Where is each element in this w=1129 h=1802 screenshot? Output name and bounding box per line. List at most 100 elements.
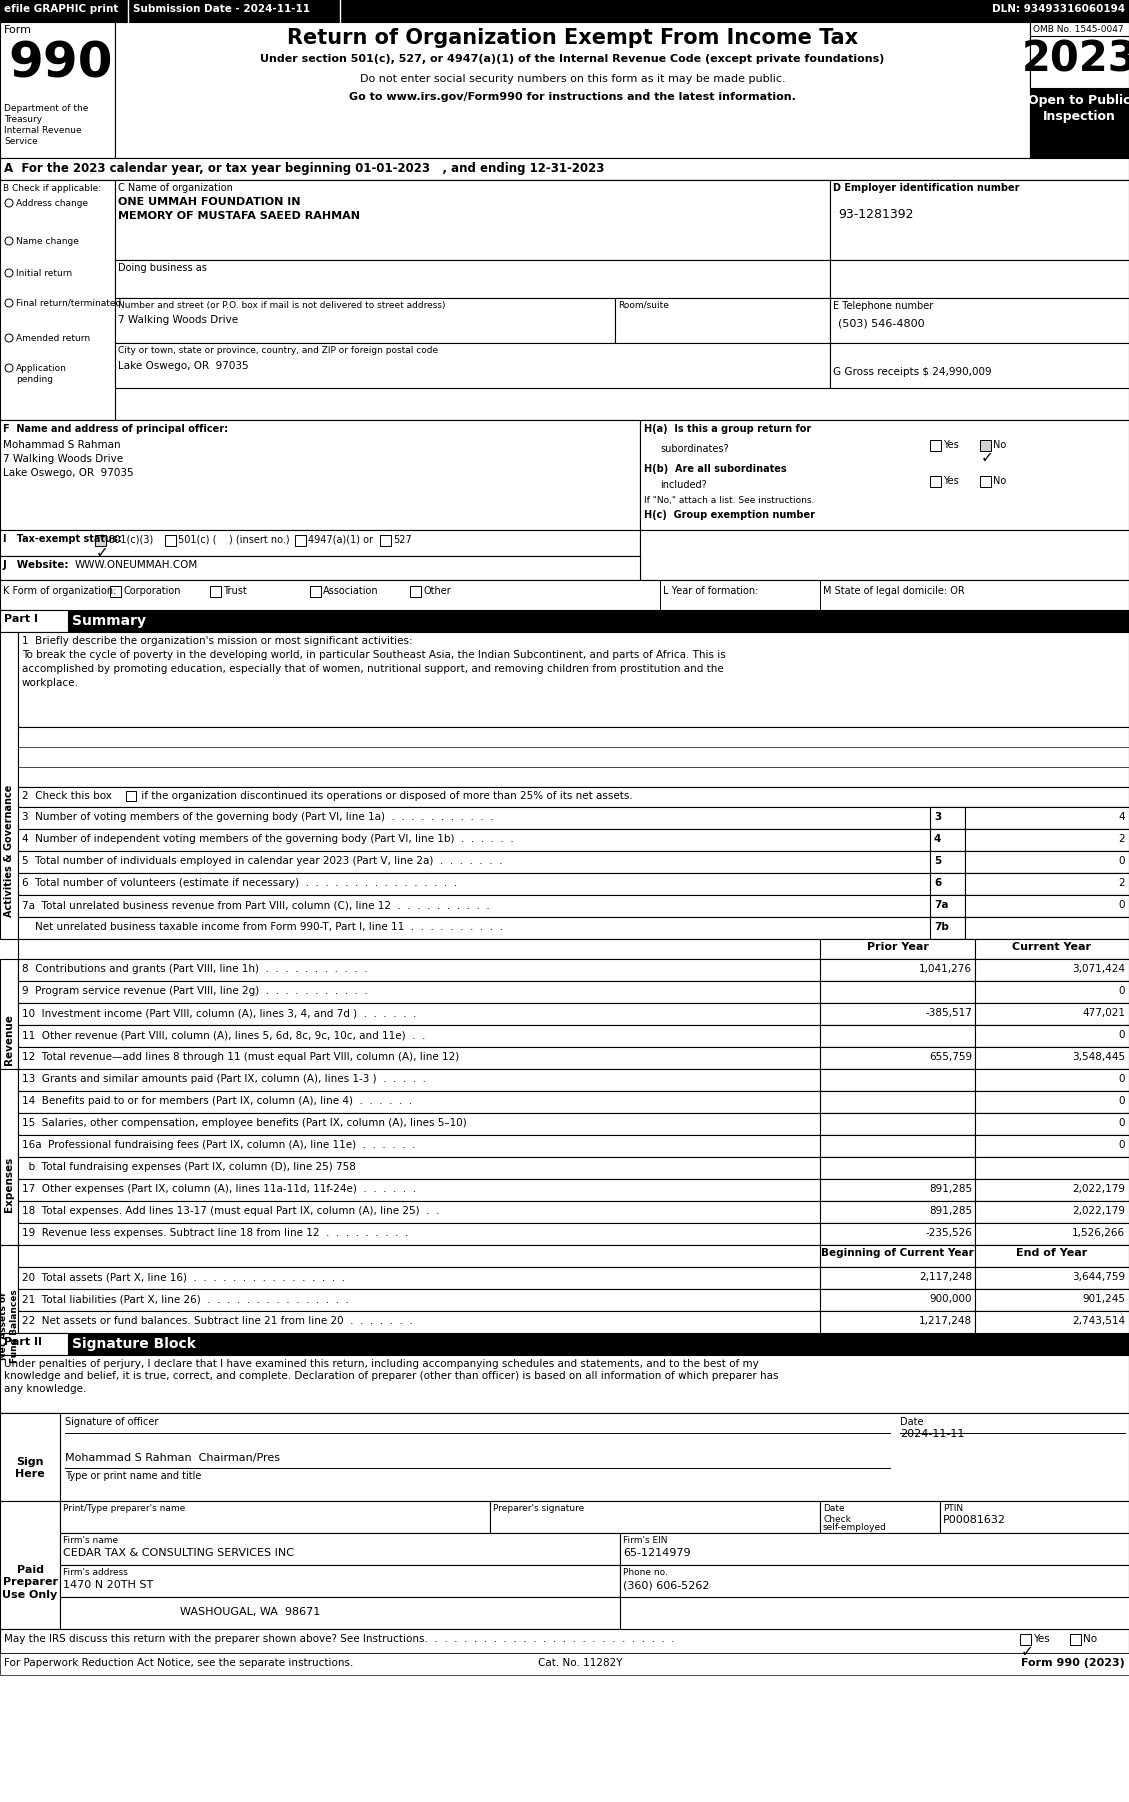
Text: 1,217,248: 1,217,248 bbox=[919, 1315, 972, 1326]
Bar bbox=[1019, 1634, 1031, 1645]
Text: included?: included? bbox=[660, 479, 707, 490]
Bar bbox=[965, 872, 1129, 896]
Text: Part II: Part II bbox=[5, 1337, 42, 1348]
Bar bbox=[0, 1069, 18, 1245]
Text: End of Year: End of Year bbox=[1016, 1249, 1087, 1258]
Text: Room/suite: Room/suite bbox=[618, 301, 668, 310]
Bar bbox=[820, 1025, 975, 1047]
Text: 2  Check this box: 2 Check this box bbox=[21, 791, 112, 802]
Bar bbox=[930, 851, 965, 872]
Text: 0: 0 bbox=[1119, 1141, 1124, 1150]
Text: 2,743,514: 2,743,514 bbox=[1071, 1315, 1124, 1326]
Bar bbox=[820, 1312, 975, 1333]
Bar bbox=[165, 535, 176, 546]
Bar bbox=[18, 726, 1129, 787]
Bar bbox=[18, 807, 1129, 829]
Text: Lake Oswego, OR  97035: Lake Oswego, OR 97035 bbox=[119, 360, 248, 371]
Bar bbox=[210, 586, 221, 596]
Text: Go to www.irs.gov/Form990 for instructions and the latest information.: Go to www.irs.gov/Form990 for instructio… bbox=[349, 92, 796, 103]
Text: 16a  Professional fundraising fees (Part IX, column (A), line 11e)  .  .  .  .  : 16a Professional fundraising fees (Part … bbox=[21, 1141, 415, 1150]
Text: Open to Public
Inspection: Open to Public Inspection bbox=[1029, 94, 1129, 123]
Bar bbox=[18, 1245, 1129, 1267]
Text: 5  Total number of individuals employed in calendar year 2023 (Part V, line 2a) : 5 Total number of individuals employed i… bbox=[21, 856, 502, 867]
Text: 2: 2 bbox=[1119, 834, 1124, 843]
Bar bbox=[975, 1288, 1129, 1312]
Text: B Check if applicable:: B Check if applicable: bbox=[3, 184, 102, 193]
Text: Department of the: Department of the bbox=[5, 105, 88, 114]
Text: subordinates?: subordinates? bbox=[660, 443, 728, 454]
Bar bbox=[830, 259, 1129, 297]
Bar bbox=[820, 1245, 975, 1267]
Bar bbox=[310, 586, 321, 596]
Bar bbox=[820, 1135, 975, 1157]
Text: Sign
Here: Sign Here bbox=[15, 1458, 45, 1479]
Bar bbox=[965, 807, 1129, 829]
Text: Firm's name: Firm's name bbox=[63, 1535, 119, 1544]
Bar bbox=[0, 0, 1129, 22]
Text: Form: Form bbox=[5, 25, 32, 34]
Text: D Employer identification number: D Employer identification number bbox=[833, 184, 1019, 193]
Bar bbox=[0, 180, 1129, 420]
Text: Name change: Name change bbox=[16, 238, 79, 247]
Bar bbox=[975, 1114, 1129, 1135]
Bar bbox=[615, 297, 830, 342]
Bar bbox=[820, 1069, 975, 1090]
Text: 11  Other revenue (Part VIII, column (A), lines 5, 6d, 8c, 9c, 10c, and 11e)  . : 11 Other revenue (Part VIII, column (A),… bbox=[21, 1031, 426, 1040]
Text: 0: 0 bbox=[1119, 899, 1124, 910]
Bar bbox=[18, 1224, 1129, 1245]
Text: Revenue: Revenue bbox=[5, 1015, 14, 1065]
Bar bbox=[830, 297, 1129, 342]
Text: Association: Association bbox=[323, 586, 378, 596]
Text: 1470 N 20TH ST: 1470 N 20TH ST bbox=[63, 1580, 154, 1589]
Text: 3,644,759: 3,644,759 bbox=[1071, 1272, 1124, 1281]
Bar bbox=[975, 1004, 1129, 1025]
Bar bbox=[18, 872, 1129, 896]
Text: Other: Other bbox=[423, 586, 450, 596]
Bar bbox=[60, 1564, 620, 1597]
Text: 21  Total liabilities (Part X, line 26)  .  .  .  .  .  .  .  .  .  .  .  .  .  : 21 Total liabilities (Part X, line 26) .… bbox=[21, 1294, 349, 1305]
Text: WWW.ONEUMMAH.COM: WWW.ONEUMMAH.COM bbox=[75, 560, 199, 569]
Text: ✓: ✓ bbox=[1021, 1643, 1034, 1660]
Bar bbox=[295, 535, 306, 546]
Bar bbox=[1070, 1634, 1080, 1645]
Bar bbox=[930, 917, 965, 939]
Bar bbox=[18, 633, 1129, 726]
Text: 0: 0 bbox=[1119, 1074, 1124, 1085]
Text: OMB No. 1545-0047: OMB No. 1545-0047 bbox=[1033, 25, 1123, 34]
Bar bbox=[0, 1355, 1129, 1413]
Text: 2: 2 bbox=[1119, 878, 1124, 888]
Bar bbox=[820, 1157, 975, 1179]
Bar bbox=[975, 1267, 1129, 1288]
Bar bbox=[820, 1200, 975, 1224]
Text: CEDAR TAX & CONSULTING SERVICES INC: CEDAR TAX & CONSULTING SERVICES INC bbox=[63, 1548, 294, 1559]
Text: P00081632: P00081632 bbox=[943, 1515, 1006, 1524]
Text: 2023: 2023 bbox=[1022, 38, 1129, 79]
Text: 3,548,445: 3,548,445 bbox=[1071, 1052, 1124, 1061]
Bar bbox=[965, 917, 1129, 939]
Text: Firm's address: Firm's address bbox=[63, 1568, 128, 1577]
Text: I   Tax-exempt status:: I Tax-exempt status: bbox=[3, 533, 122, 544]
Bar bbox=[95, 535, 106, 546]
Bar bbox=[820, 980, 975, 1004]
Ellipse shape bbox=[5, 364, 14, 371]
Text: 7a  Total unrelated business revenue from Part VIII, column (C), line 12  .  .  : 7a Total unrelated business revenue from… bbox=[21, 899, 490, 910]
Text: DLN: 93493316060194: DLN: 93493316060194 bbox=[992, 4, 1124, 14]
Text: A  For the 2023 calendar year, or tax year beginning 01-01-2023   , and ending 1: A For the 2023 calendar year, or tax yea… bbox=[5, 162, 604, 175]
Text: 9  Program service revenue (Part VIII, line 2g)  .  .  .  .  .  .  .  .  .  .  .: 9 Program service revenue (Part VIII, li… bbox=[21, 986, 368, 997]
Bar bbox=[975, 1200, 1129, 1224]
Text: accomplished by promoting education, especially that of women, nutritional suppo: accomplished by promoting education, esp… bbox=[21, 663, 724, 674]
Text: MEMORY OF MUSTAFA SAEED RAHMAN: MEMORY OF MUSTAFA SAEED RAHMAN bbox=[119, 211, 360, 222]
Bar bbox=[18, 1179, 1129, 1200]
Bar bbox=[18, 1135, 1129, 1157]
Ellipse shape bbox=[5, 333, 14, 342]
Bar bbox=[965, 851, 1129, 872]
Bar bbox=[18, 1090, 1129, 1114]
Text: Trust: Trust bbox=[224, 586, 247, 596]
Ellipse shape bbox=[5, 198, 14, 207]
Text: Date: Date bbox=[900, 1416, 924, 1427]
Text: 7 Walking Woods Drive: 7 Walking Woods Drive bbox=[119, 315, 238, 324]
Bar bbox=[0, 1333, 1129, 1355]
Text: 527: 527 bbox=[393, 535, 412, 544]
Bar bbox=[115, 297, 615, 342]
Text: Cat. No. 11282Y: Cat. No. 11282Y bbox=[537, 1658, 622, 1669]
